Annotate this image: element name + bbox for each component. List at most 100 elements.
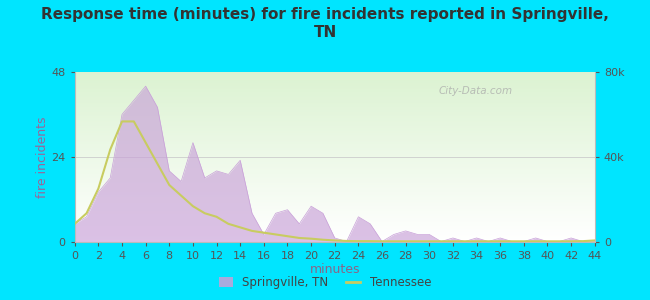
Bar bbox=[75, 172, 595, 174]
Bar bbox=[75, 178, 595, 179]
Bar bbox=[75, 149, 595, 150]
Bar bbox=[75, 195, 595, 196]
Bar bbox=[75, 177, 595, 178]
Bar bbox=[75, 124, 595, 125]
Bar bbox=[75, 116, 595, 117]
Bar bbox=[75, 188, 595, 190]
Bar bbox=[75, 200, 595, 201]
Bar bbox=[75, 114, 595, 115]
Bar bbox=[75, 131, 595, 132]
Bar bbox=[75, 135, 595, 136]
Bar bbox=[75, 91, 595, 92]
Bar bbox=[75, 113, 595, 114]
Bar bbox=[75, 137, 595, 139]
Bar bbox=[75, 184, 595, 185]
Bar bbox=[75, 84, 595, 86]
Bar bbox=[75, 168, 595, 169]
Bar bbox=[75, 74, 595, 75]
Bar bbox=[75, 133, 595, 134]
Bar bbox=[75, 98, 595, 99]
Bar bbox=[75, 147, 595, 148]
Bar bbox=[75, 109, 595, 110]
Bar bbox=[75, 204, 595, 205]
Bar bbox=[75, 219, 595, 220]
Bar bbox=[75, 100, 595, 101]
Bar bbox=[75, 205, 595, 206]
Bar bbox=[75, 230, 595, 231]
Bar bbox=[75, 232, 595, 234]
Bar bbox=[75, 121, 595, 122]
Bar bbox=[75, 122, 595, 123]
Bar bbox=[75, 159, 595, 160]
Bar bbox=[75, 150, 595, 151]
Bar bbox=[75, 208, 595, 209]
Bar bbox=[75, 79, 595, 80]
Bar bbox=[75, 227, 595, 228]
Bar bbox=[75, 103, 595, 105]
Bar bbox=[75, 213, 595, 214]
Bar bbox=[75, 106, 595, 107]
Bar bbox=[75, 194, 595, 195]
Bar bbox=[75, 162, 595, 164]
Bar bbox=[75, 154, 595, 156]
Bar bbox=[75, 157, 595, 158]
Bar bbox=[75, 175, 595, 176]
Bar bbox=[75, 187, 595, 188]
Bar bbox=[75, 90, 595, 91]
Bar bbox=[75, 165, 595, 166]
Bar bbox=[75, 220, 595, 221]
Bar bbox=[75, 108, 595, 109]
Bar bbox=[75, 190, 595, 191]
Bar bbox=[75, 73, 595, 74]
X-axis label: minutes: minutes bbox=[309, 263, 360, 276]
Bar bbox=[75, 186, 595, 187]
Bar bbox=[75, 94, 595, 96]
Bar bbox=[75, 140, 595, 141]
Bar bbox=[75, 217, 595, 218]
Bar bbox=[75, 209, 595, 210]
Bar bbox=[75, 202, 595, 203]
Bar bbox=[75, 167, 595, 168]
Bar bbox=[75, 236, 595, 237]
Bar bbox=[75, 183, 595, 184]
Bar bbox=[75, 221, 595, 222]
Bar bbox=[75, 212, 595, 213]
Bar bbox=[75, 125, 595, 126]
Bar bbox=[75, 171, 595, 172]
Bar bbox=[75, 110, 595, 112]
Bar bbox=[75, 118, 595, 119]
Bar bbox=[75, 153, 595, 154]
Bar bbox=[75, 75, 595, 76]
Bar bbox=[75, 206, 595, 208]
Bar bbox=[75, 89, 595, 90]
Bar bbox=[75, 119, 595, 121]
Bar bbox=[75, 148, 595, 149]
Bar bbox=[75, 105, 595, 106]
Bar bbox=[75, 179, 595, 181]
Bar bbox=[75, 237, 595, 238]
Bar bbox=[75, 192, 595, 193]
Bar bbox=[75, 151, 595, 152]
Bar bbox=[75, 164, 595, 165]
Bar bbox=[75, 193, 595, 194]
Bar bbox=[75, 222, 595, 224]
Bar bbox=[75, 156, 595, 157]
Bar bbox=[75, 72, 595, 73]
Bar bbox=[75, 169, 595, 170]
Bar bbox=[75, 201, 595, 202]
Bar bbox=[75, 181, 595, 182]
Bar bbox=[75, 76, 595, 78]
Bar bbox=[75, 117, 595, 118]
Bar bbox=[75, 185, 595, 186]
Bar bbox=[75, 88, 595, 89]
Bar bbox=[75, 87, 595, 88]
Bar bbox=[75, 191, 595, 192]
Bar bbox=[75, 196, 595, 197]
Bar bbox=[75, 107, 595, 108]
Bar bbox=[75, 99, 595, 100]
Bar bbox=[75, 214, 595, 215]
Bar bbox=[75, 210, 595, 211]
Bar bbox=[75, 160, 595, 161]
Bar bbox=[75, 101, 595, 103]
Bar bbox=[75, 176, 595, 177]
